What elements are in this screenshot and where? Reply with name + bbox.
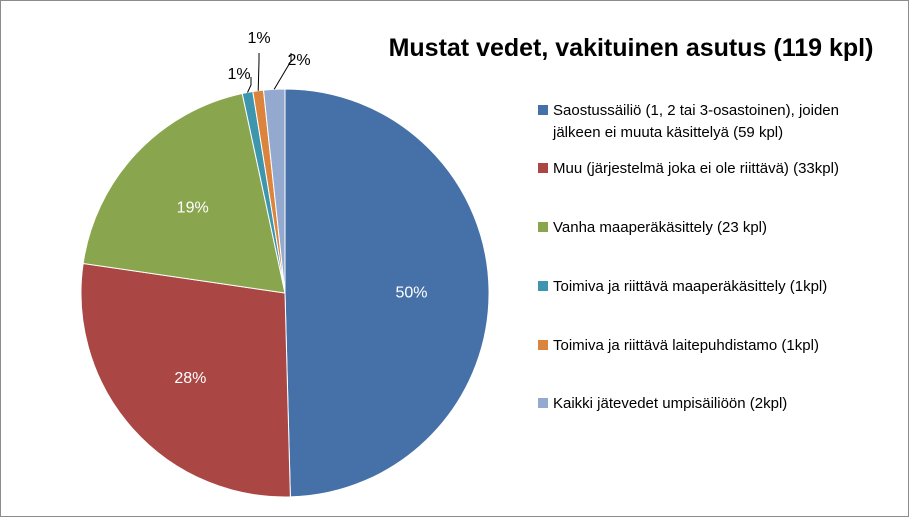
legend-swatch — [538, 222, 548, 232]
slice-4-leader-line — [247, 77, 252, 93]
slice-5-leader-line — [257, 53, 260, 91]
legend-item-5: Toimiva ja riittävä laitepuhdistamo (1kp… — [538, 337, 819, 354]
legend-swatch — [538, 105, 548, 115]
legend-item-1: Saostussäiliö (1, 2 tai 3-osastoinen), j… — [538, 102, 839, 141]
legend-label: Toimiva ja riittävä maaperäkäsittely (1k… — [553, 278, 827, 295]
slice-5-percent-label: 1% — [247, 30, 270, 47]
legend-item-6: Kaikki jätevedet umpisäiliöön (2kpl) — [538, 395, 787, 412]
slice-6-percent-label: 2% — [287, 52, 310, 69]
legend-label: Muu (järjestelmä joka ei ole riittävä) (… — [553, 160, 839, 177]
slice-2-percent-label: 28% — [174, 370, 206, 387]
slice-6-leader-line — [273, 53, 292, 90]
legend-label: Toimiva ja riittävä laitepuhdistamo (1kp… — [553, 337, 819, 354]
slice-4-percent-label: 1% — [227, 66, 250, 83]
slice-1-percent-label: 50% — [395, 284, 427, 301]
slice-1 — [284, 88, 490, 498]
slice-2 — [80, 262, 291, 498]
slice-3-percent-label: 19% — [177, 200, 209, 217]
legend-swatch — [538, 398, 548, 408]
legend-item-2: Muu (järjestelmä joka ei ole riittävä) (… — [538, 160, 839, 177]
chart-title: Mustat vedet, vakituinen asutus (119 kpl… — [389, 34, 874, 62]
legend-item-4: Toimiva ja riittävä maaperäkäsittely (1k… — [538, 278, 827, 295]
legend-item-3: Vanha maaperäkäsittely (23 kpl) — [538, 219, 767, 236]
legend-label: Vanha maaperäkäsittely (23 kpl) — [553, 219, 767, 236]
legend-swatch — [538, 340, 548, 350]
legend-label: Kaikki jätevedet umpisäiliöön (2kpl) — [553, 395, 787, 412]
slice-3 — [82, 92, 286, 294]
legend-label: Saostussäiliö (1, 2 tai 3-osastoinen), j… — [552, 102, 839, 141]
legend-swatch — [538, 163, 548, 173]
legend-swatch — [538, 281, 548, 291]
